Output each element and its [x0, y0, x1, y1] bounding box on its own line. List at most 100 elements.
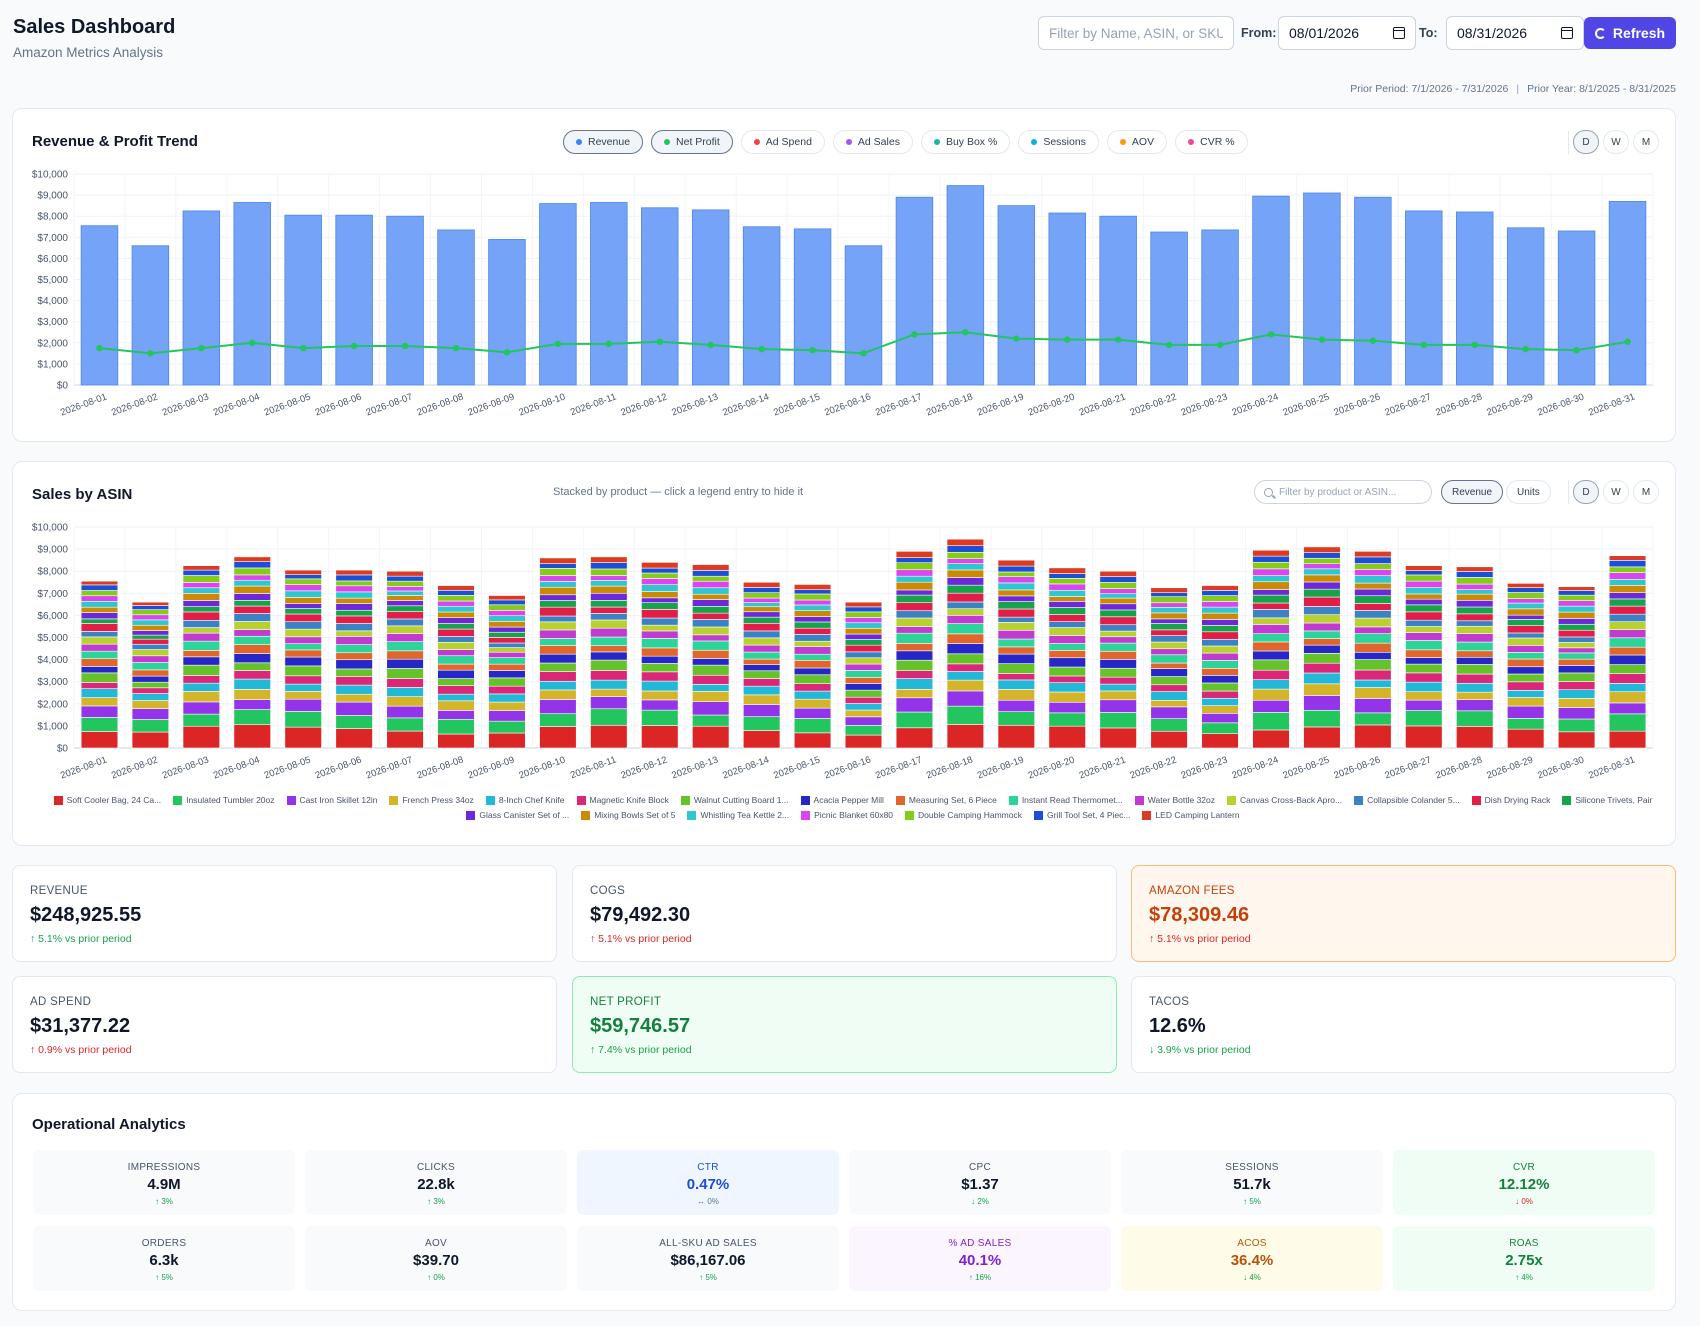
asin-segment-grill-tool-set-4-piec[interactable]: [742, 587, 781, 593]
trend-granularity-d[interactable]: D: [1573, 130, 1599, 154]
asin-segment-measuring-set-6-piece[interactable]: [539, 645, 577, 655]
asin-segment-double-camping-hammock[interactable]: [1557, 594, 1596, 601]
net-profit-point[interactable]: [1471, 341, 1478, 349]
asin-segment-glass-canister-set-of[interactable]: [1405, 598, 1443, 606]
asin-segment-collapsible-colander-5[interactable]: [335, 623, 373, 632]
asin-segment-dish-drying-rack[interactable]: [284, 613, 322, 623]
asin-segment-picnic-blanket-60x80[interactable]: [284, 584, 322, 592]
asin-segment-french-press-34oz[interactable]: [1303, 683, 1341, 696]
asin-segment-silicone-trivets-pair[interactable]: [1456, 606, 1494, 615]
asin-segment-double-camping-hammock[interactable]: [895, 562, 934, 571]
revenue-bar[interactable]: [437, 229, 475, 386]
asin-segment-8-inch-chef-knife[interactable]: [80, 688, 119, 698]
asin-segment-double-camping-hammock[interactable]: [946, 551, 985, 559]
asin-segment-acacia-pepper-mill[interactable]: [641, 655, 679, 664]
metric-toggle-buy-box[interactable]: Buy Box %: [920, 130, 1011, 154]
asin-segment-double-camping-hammock[interactable]: [1150, 596, 1188, 604]
asin-segment-measuring-set-6-piece[interactable]: [1456, 650, 1494, 658]
asin-segment-soft-cooler-bag-24-ca[interactable]: [1405, 725, 1443, 749]
asin-segment-mixing-bowls-set-of-5[interactable]: [1456, 593, 1494, 601]
legend-item-picnic-blanket-60x80[interactable]: Picnic Blanket 60x80: [801, 810, 893, 820]
asin-segment-instant-read-thermomet[interactable]: [1354, 633, 1392, 644]
asin-segment-picnic-blanket-60x80[interactable]: [1354, 569, 1392, 576]
asin-segment-8-inch-chef-knife[interactable]: [997, 679, 1035, 690]
asin-segment-double-camping-hammock[interactable]: [80, 590, 119, 597]
asin-segment-grill-tool-set-4-piec[interactable]: [1405, 570, 1443, 576]
asin-segment-water-bottle-32oz[interactable]: [284, 636, 322, 644]
asin-segment-dish-drying-rack[interactable]: [1252, 602, 1290, 610]
asin-segment-mixing-bowls-set-of-5[interactable]: [641, 591, 679, 599]
asin-segment-dish-drying-rack[interactable]: [1507, 625, 1545, 634]
asin-segment-instant-read-thermomet[interactable]: [1456, 641, 1494, 652]
asin-segment-magnetic-knife-block[interactable]: [335, 676, 373, 686]
asin-segment-instant-read-thermomet[interactable]: [641, 638, 679, 649]
asin-segment-cast-iron-skillet-12in[interactable]: [1099, 699, 1137, 713]
asin-segment-led-camping-lantern[interactable]: [1252, 549, 1290, 557]
asin-segment-dish-drying-rack[interactable]: [131, 638, 170, 645]
net-profit-point[interactable]: [758, 345, 765, 353]
asin-segment-walnut-cutting-board-1[interactable]: [946, 653, 985, 665]
asin-segment-glass-canister-set-of[interactable]: [946, 577, 985, 586]
asin-segment-water-bottle-32oz[interactable]: [1507, 645, 1545, 653]
asin-segment-led-camping-lantern[interactable]: [1557, 586, 1596, 591]
asin-segment-silicone-trivets-pair[interactable]: [386, 605, 424, 612]
asin-segment-mixing-bowls-set-of-5[interactable]: [539, 586, 577, 596]
asin-segment-cast-iron-skillet-12in[interactable]: [895, 697, 934, 713]
asin-segment-cast-iron-skillet-12in[interactable]: [1150, 706, 1188, 719]
asin-segment-glass-canister-set-of[interactable]: [80, 612, 119, 620]
asin-segment-water-bottle-32oz[interactable]: [1048, 635, 1086, 644]
asin-segment-grill-tool-set-4-piec[interactable]: [895, 557, 934, 564]
asin-segment-measuring-set-6-piece[interactable]: [1354, 642, 1392, 653]
asin-segment-measuring-set-6-piece[interactable]: [1507, 658, 1545, 668]
asin-segment-picnic-blanket-60x80[interactable]: [1456, 583, 1494, 590]
asin-segment-silicone-trivets-pair[interactable]: [182, 606, 220, 613]
asin-segment-mixing-bowls-set-of-5[interactable]: [1507, 608, 1545, 616]
metric-toggle-ad-spend[interactable]: Ad Spend: [740, 130, 825, 154]
asin-segment-acacia-pepper-mill[interactable]: [1150, 668, 1188, 677]
asin-segment-french-press-34oz[interactable]: [1354, 687, 1392, 699]
asin-segment-magnetic-knife-block[interactable]: [742, 678, 781, 687]
asin-segment-glass-canister-set-of[interactable]: [1150, 618, 1188, 624]
asin-segment-double-camping-hammock[interactable]: [1456, 577, 1494, 585]
asin-segment-water-bottle-32oz[interactable]: [1456, 633, 1494, 643]
asin-segment-mixing-bowls-set-of-5[interactable]: [946, 569, 985, 578]
asin-segment-8-inch-chef-knife[interactable]: [233, 678, 271, 690]
calendar-icon[interactable]: [1393, 27, 1405, 39]
asin-segment-mixing-bowls-set-of-5[interactable]: [844, 627, 883, 635]
asin-segment-canvas-cross-back-apro[interactable]: [335, 630, 373, 637]
asin-segment-water-bottle-32oz[interactable]: [641, 630, 679, 639]
asin-segment-magnetic-knife-block[interactable]: [386, 678, 424, 688]
revenue-bar[interactable]: [997, 205, 1036, 386]
asin-segment-led-camping-lantern[interactable]: [742, 581, 781, 588]
asin-segment-mixing-bowls-set-of-5[interactable]: [1405, 593, 1443, 600]
revenue-bar[interactable]: [284, 214, 322, 386]
asin-segment-french-press-34oz[interactable]: [284, 691, 322, 700]
asin-segment-cast-iron-skillet-12in[interactable]: [946, 690, 985, 707]
asin-segment-walnut-cutting-board-1[interactable]: [488, 677, 526, 687]
net-profit-point[interactable]: [1114, 336, 1122, 343]
asin-segment-led-camping-lantern[interactable]: [1405, 565, 1443, 571]
metric-toggle-sessions[interactable]: Sessions: [1018, 130, 1099, 154]
asin-segment-magnetic-knife-block[interactable]: [284, 675, 322, 685]
asin-segment-glass-canister-set-of[interactable]: [488, 626, 526, 633]
asin-segment-instant-read-thermomet[interactable]: [997, 638, 1035, 648]
trend-granularity-m[interactable]: M: [1633, 130, 1659, 154]
asin-segment-whistling-tea-kettle-2[interactable]: [1456, 589, 1494, 595]
legend-item-french-press-34oz[interactable]: French Press 34oz: [389, 795, 474, 805]
asin-segment-water-bottle-32oz[interactable]: [946, 615, 985, 624]
asin-segment-double-camping-hammock[interactable]: [590, 568, 628, 576]
asin-segment-led-camping-lantern[interactable]: [80, 580, 119, 586]
asin-segment-soft-cooler-bag-24-ca[interactable]: [1608, 730, 1647, 749]
asin-segment-magnetic-knife-block[interactable]: [692, 674, 730, 685]
net-profit-point[interactable]: [911, 331, 918, 338]
asin-segment-double-camping-hammock[interactable]: [233, 567, 271, 576]
asin-segment-canvas-cross-back-apro[interactable]: [895, 617, 934, 627]
asin-segment-acacia-pepper-mill[interactable]: [182, 656, 220, 666]
asin-segment-insulated-tumbler-20oz[interactable]: [997, 711, 1035, 726]
asin-segment-canvas-cross-back-apro[interactable]: [386, 625, 424, 634]
asin-segment-dish-drying-rack[interactable]: [1608, 605, 1647, 615]
asin-segment-soft-cooler-bag-24-ca[interactable]: [182, 725, 220, 749]
asin-segment-grill-tool-set-4-piec[interactable]: [1557, 590, 1596, 596]
revenue-bar[interactable]: [1048, 212, 1086, 386]
asin-segment-water-bottle-32oz[interactable]: [844, 663, 883, 671]
